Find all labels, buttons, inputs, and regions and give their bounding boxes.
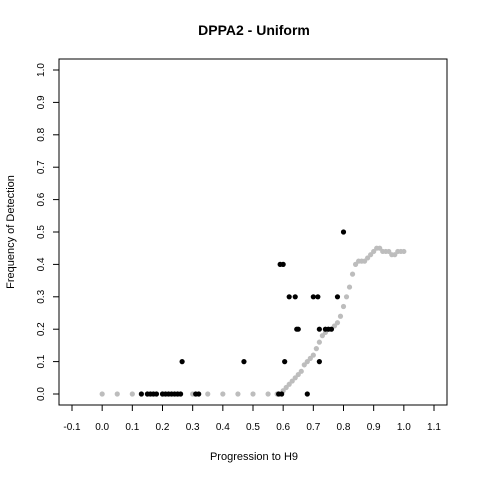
data-point	[153, 391, 160, 397]
data-point	[343, 294, 350, 300]
x-tick-label: 0.0	[95, 422, 109, 433]
data-point	[313, 346, 319, 352]
x-tick-label: 0.4	[216, 422, 230, 433]
data-point	[205, 391, 211, 397]
data-point	[304, 391, 310, 397]
y-tick-label: 0.0	[36, 387, 47, 401]
data-point	[334, 320, 341, 326]
x-tick-label: 0.1	[125, 422, 139, 433]
x-tick-label: 1.1	[427, 422, 441, 433]
data-point	[340, 303, 347, 310]
data-point	[337, 313, 344, 319]
data-point	[316, 326, 322, 332]
data-point	[316, 359, 322, 365]
x-axis-label: Progression to H9	[210, 451, 298, 463]
data-point	[315, 294, 321, 300]
y-tick-label: 0.4	[36, 257, 47, 271]
y-axis-label: Frequency of Detection	[5, 175, 17, 289]
y-tick-label: 0.6	[36, 192, 47, 206]
y-tick-label: 0.7	[36, 160, 47, 174]
data-point	[310, 352, 316, 358]
x-tick-label: 1.0	[397, 422, 411, 433]
data-point	[316, 339, 322, 345]
data-point	[310, 294, 316, 300]
data-point	[346, 284, 353, 290]
x-tick-label: 0.9	[367, 422, 381, 433]
data-point	[129, 391, 135, 397]
x-tick-label: 0.5	[246, 422, 260, 433]
y-tick-label: 0.9	[36, 95, 47, 109]
data-point	[220, 391, 226, 397]
data-points	[99, 229, 407, 397]
data-point	[265, 391, 271, 397]
data-point	[340, 229, 347, 235]
data-point	[241, 359, 247, 365]
data-point	[349, 271, 356, 277]
data-point	[298, 368, 304, 374]
data-point	[250, 391, 256, 397]
y-tick-label: 0.3	[36, 289, 47, 303]
data-point	[138, 391, 144, 397]
y-tick-label: 0.5	[36, 225, 47, 239]
data-point	[286, 294, 292, 300]
data-point	[282, 359, 288, 365]
y-axis: 0.0 0.1 0.2 0.3 0.4 0.5 0.6 0.7 0.8 0.9 1.0	[36, 63, 60, 401]
data-point	[99, 391, 105, 397]
y-tick-label: 1.0	[36, 63, 47, 77]
x-tick-label: 0.6	[276, 422, 290, 433]
data-point	[280, 261, 286, 267]
x-tick-label: 0.2	[156, 422, 170, 433]
x-axis: -0.1 0.0 0.1 0.2 0.3 0.4 0.5 0.6 0.7 0.8 0.9 1.0 1.1	[63, 404, 441, 433]
data-point	[295, 326, 301, 332]
y-tick-label: 0.1	[36, 354, 47, 368]
data-point	[178, 391, 184, 397]
x-tick-label: -0.1	[63, 422, 81, 433]
y-tick-label: 0.8	[36, 127, 47, 141]
x-tick-label: 0.3	[186, 422, 200, 433]
x-tick-label: 0.7	[306, 422, 320, 433]
data-point	[196, 391, 202, 397]
data-point	[401, 248, 407, 255]
data-point	[292, 294, 298, 300]
data-point	[235, 391, 241, 397]
chart-title: DPPA2 - Uniform	[198, 22, 310, 38]
plot-frame	[58, 58, 448, 406]
data-point	[179, 359, 185, 365]
data-point	[279, 391, 285, 397]
data-point	[114, 391, 120, 397]
x-tick-label: 0.8	[337, 422, 351, 433]
data-point	[328, 326, 335, 332]
data-point	[334, 294, 341, 300]
y-tick-label: 0.2	[36, 322, 47, 336]
